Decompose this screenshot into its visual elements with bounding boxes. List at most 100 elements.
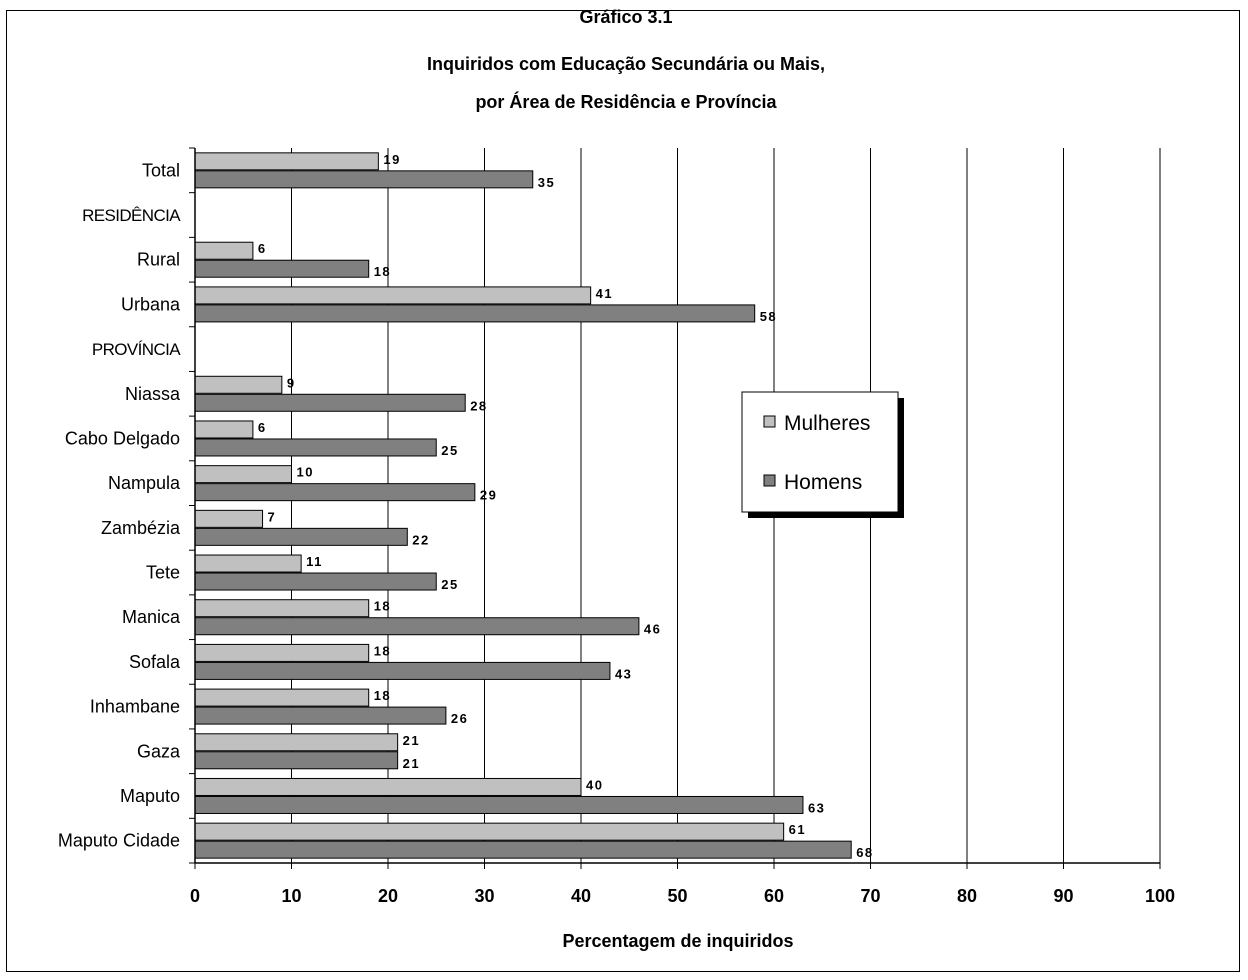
bar-homens-3	[194, 304, 756, 323]
x-tick-label-60: 60	[764, 886, 784, 906]
data-label-mulheres-15: 61	[789, 822, 806, 837]
data-label-homens-3: 58	[760, 309, 777, 324]
bar-mulheres-9	[194, 554, 302, 573]
data-label-homens-13: 21	[403, 756, 420, 771]
data-label-mulheres-9: 11	[306, 554, 323, 569]
x-tick-label-90: 90	[1053, 886, 1073, 906]
data-label-homens-9: 25	[441, 577, 458, 592]
category-label: RESIDÊNCIA	[82, 206, 181, 225]
bar-homens-0	[194, 170, 534, 189]
x-tick-label-100: 100	[1145, 886, 1175, 906]
data-label-homens-14: 63	[808, 800, 825, 815]
bar-homens-11	[194, 661, 611, 680]
legend-swatch-mulheres	[763, 415, 776, 428]
data-label-mulheres-5: 9	[287, 375, 296, 390]
bar-homens-5	[194, 393, 466, 412]
legend-swatch-homens	[763, 474, 776, 487]
category-label: Maputo	[120, 786, 180, 806]
data-label-homens-8: 22	[412, 532, 429, 547]
x-axis-title: Percentagem de inquiridos	[562, 931, 793, 951]
x-tick-label-30: 30	[474, 886, 494, 906]
legend-box	[741, 391, 899, 513]
category-label: Nampula	[108, 473, 181, 493]
data-label-homens-0: 35	[538, 175, 555, 190]
data-label-mulheres-14: 40	[586, 777, 603, 792]
legend-label-mulheres: Mulheres	[784, 412, 870, 435]
bar-homens-6	[194, 438, 437, 457]
bar-mulheres-8	[194, 509, 264, 528]
bar-homens-9	[194, 572, 437, 591]
bar-homens-8	[194, 527, 408, 546]
data-label-mulheres-2: 6	[258, 241, 267, 256]
data-label-homens-2: 18	[374, 264, 391, 279]
chart-title-line-1: Gráfico 3.1	[579, 7, 672, 27]
category-label: Inhambane	[90, 697, 180, 717]
x-axis: 0 10 20 30 40 50 60 70 80 90 100	[189, 147, 1175, 906]
x-tick-label-40: 40	[571, 886, 591, 906]
data-label-homens-5: 28	[470, 398, 487, 413]
bar-homens-10	[194, 617, 640, 636]
legend: Mulheres Homens	[741, 391, 904, 518]
category-label: Rural	[137, 250, 180, 270]
gridlines	[291, 148, 1161, 863]
bar-homens-14	[194, 795, 804, 814]
x-tick-label-10: 10	[281, 886, 301, 906]
category-label: Cabo Delgado	[65, 428, 180, 448]
bar-mulheres-6	[194, 420, 254, 439]
category-label: Gaza	[137, 741, 181, 761]
data-label-mulheres-10: 18	[374, 599, 391, 614]
category-label: Sofala	[129, 652, 181, 672]
category-label: Manica	[122, 607, 181, 627]
category-label: Total	[142, 160, 180, 180]
x-tick-label-70: 70	[860, 886, 880, 906]
data-label-mulheres-6: 6	[258, 420, 267, 435]
bar-mulheres-0	[194, 152, 379, 171]
bar-mulheres-12	[194, 688, 370, 707]
data-labels: 19 35 6 18 41 58 9 28 6 25 10 29 7 22 11 25 18 46 18 43 18 26…	[258, 152, 873, 860]
bar-mulheres-13	[194, 733, 399, 752]
data-label-homens-11: 43	[615, 666, 632, 681]
bar-homens-12	[194, 706, 447, 725]
data-label-mulheres-12: 18	[374, 688, 391, 703]
bar-mulheres-15	[194, 822, 785, 841]
chart-title-line-2: Inquiridos com Educação Secundária ou Ma…	[427, 54, 825, 74]
data-label-homens-10: 46	[644, 622, 661, 637]
data-label-mulheres-11: 18	[374, 643, 391, 658]
data-label-mulheres-7: 10	[297, 465, 314, 480]
bar-homens-7	[194, 483, 476, 502]
category-labels: Total RESIDÊNCIA Rural Urbana PROVÍNCIA Niass…	[58, 160, 182, 851]
chart-title-line-3: por Área de Residência e Província	[475, 91, 777, 112]
bar-homens-13	[194, 751, 399, 770]
bar-homens-2	[194, 259, 370, 278]
legend-label-homens: Homens	[784, 471, 862, 494]
bar-mulheres-3	[194, 286, 592, 305]
data-label-mulheres-8: 7	[268, 509, 277, 524]
category-label: Urbana	[121, 294, 181, 314]
chart-title: Gráfico 3.1 Inquiridos com Educação Secu…	[427, 7, 825, 112]
x-tick-label-20: 20	[378, 886, 398, 906]
bar-homens-15	[194, 840, 852, 859]
bar-mulheres-5	[194, 375, 283, 394]
bar-mulheres-14	[194, 777, 582, 796]
bar-series	[194, 152, 852, 859]
data-label-mulheres-13: 21	[403, 733, 420, 748]
bar-mulheres-10	[194, 599, 370, 618]
bar-mulheres-7	[194, 465, 292, 484]
data-label-homens-12: 26	[451, 711, 468, 726]
data-label-homens-6: 25	[441, 443, 458, 458]
category-label: Zambézia	[101, 518, 181, 538]
bar-mulheres-2	[194, 241, 254, 260]
x-tick-label-50: 50	[667, 886, 687, 906]
bar-mulheres-11	[194, 643, 370, 662]
data-label-mulheres-3: 41	[596, 286, 613, 301]
data-label-homens-7: 29	[480, 488, 497, 503]
x-tick-label-80: 80	[957, 886, 977, 906]
category-label: Niassa	[125, 384, 181, 404]
data-label-homens-15: 68	[856, 845, 873, 860]
category-label: PROVÍNCIA	[92, 340, 181, 359]
data-label-mulheres-0: 19	[383, 152, 400, 167]
x-tick-label-0: 0	[190, 886, 200, 906]
category-label: Tete	[146, 563, 180, 583]
category-label: Maputo Cidade	[58, 831, 180, 851]
